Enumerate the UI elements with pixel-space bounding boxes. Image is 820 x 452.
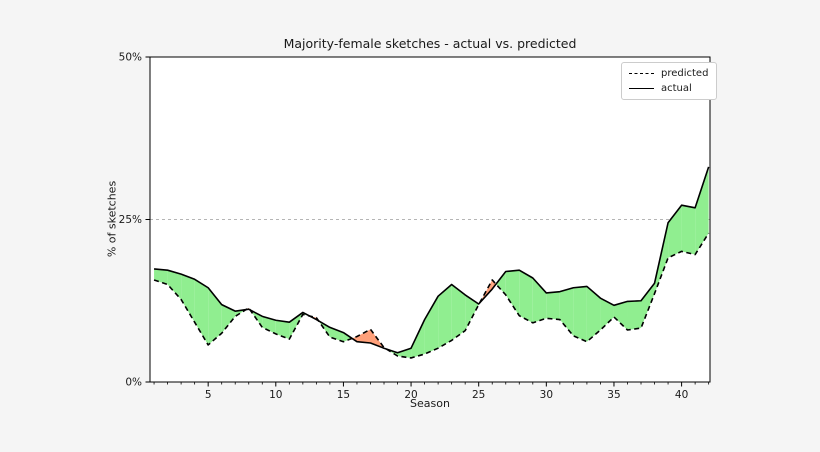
- legend-entry-predicted: predicted: [629, 68, 708, 79]
- legend: predicted actual: [621, 62, 718, 100]
- y-tick-labels: 0% 25% 50%: [119, 52, 142, 389]
- legend-solid-line-icon: [629, 88, 654, 89]
- svg-text:30: 30: [540, 389, 553, 401]
- svg-text:25: 25: [472, 389, 485, 401]
- x-axis-label: Season: [410, 397, 450, 410]
- y-axis-ticks: [145, 56, 150, 383]
- svg-text:50%: 50%: [119, 52, 142, 64]
- svg-text:5: 5: [205, 389, 212, 401]
- svg-text:20: 20: [404, 389, 417, 401]
- series-actual-line: [153, 166, 710, 354]
- x-axis-ticks: [153, 382, 710, 387]
- svg-text:35: 35: [607, 389, 620, 401]
- legend-label-actual: actual: [661, 83, 692, 94]
- legend-dashed-line-icon: [629, 73, 654, 74]
- svg-text:10: 10: [269, 389, 282, 401]
- x-tick-labels: 5 10 15 20 25 30 35 40: [205, 389, 688, 401]
- svg-text:25%: 25%: [119, 214, 142, 226]
- svg-text:15: 15: [337, 389, 350, 401]
- legend-label-predicted: predicted: [661, 68, 709, 79]
- svg-text:40: 40: [675, 389, 688, 401]
- legend-entry-actual: actual: [629, 83, 708, 94]
- fill-between-regions: [154, 166, 709, 358]
- chart-title: Majority-female sketches - actual vs. pr…: [283, 36, 577, 51]
- svg-text:0%: 0%: [125, 377, 142, 389]
